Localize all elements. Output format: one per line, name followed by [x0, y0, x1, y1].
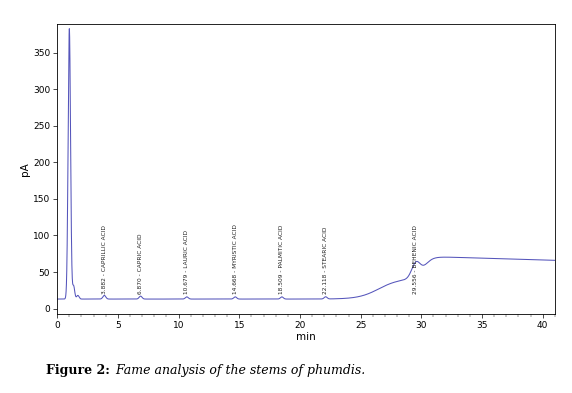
Text: 6.870 - CAPRIC ACID: 6.870 - CAPRIC ACID [138, 233, 143, 294]
Y-axis label: pA: pA [20, 162, 30, 176]
Text: 22.118 - STEARIC ACID: 22.118 - STEARIC ACID [323, 227, 328, 294]
Text: Figure 2:: Figure 2: [46, 364, 110, 377]
Text: 29.556 - BEHENIC ACID: 29.556 - BEHENIC ACID [414, 225, 419, 294]
Text: 14.668 - MYRISTIC ACID: 14.668 - MYRISTIC ACID [233, 224, 238, 294]
Text: 3.882 - CAPRILLIC ACID: 3.882 - CAPRILLIC ACID [102, 225, 107, 294]
X-axis label: min: min [296, 332, 316, 342]
Text: Fame analysis of the stems of phumdis.: Fame analysis of the stems of phumdis. [112, 364, 365, 377]
Text: 18.509 - PALMITIC ACID: 18.509 - PALMITIC ACID [279, 225, 284, 294]
Text: 10.679 - LAURIC ACID: 10.679 - LAURIC ACID [184, 230, 189, 294]
